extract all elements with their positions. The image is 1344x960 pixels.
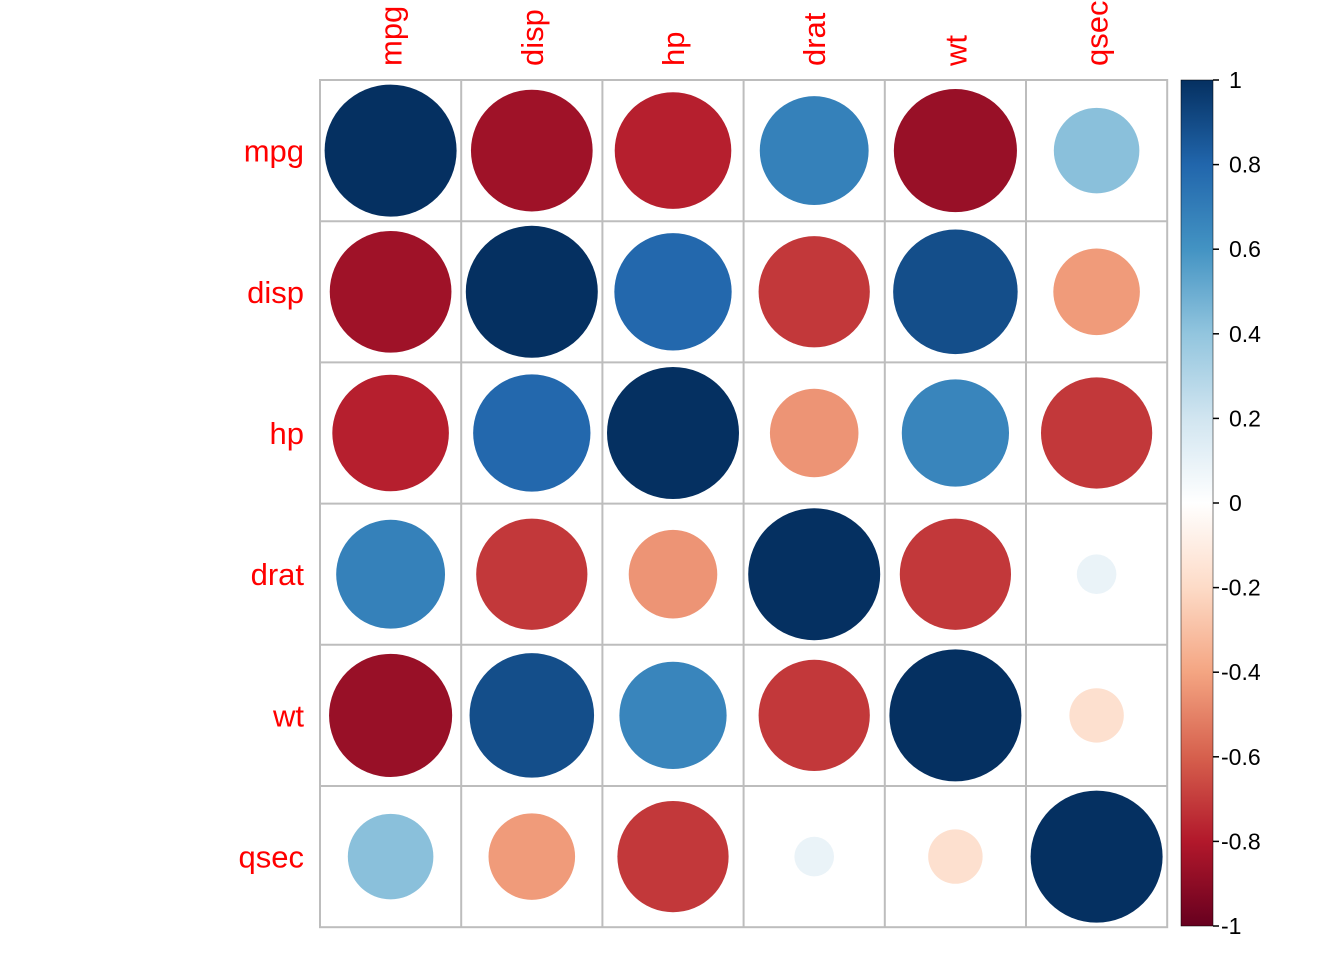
- corr-circle-hp-disp: [473, 374, 591, 492]
- col-label-mpg: mpg: [374, 6, 409, 66]
- corr-circle-hp-mpg: [332, 374, 449, 492]
- colorbar-tick-label: 0.8: [1229, 152, 1261, 178]
- corr-circle-drat-wt: [899, 518, 1012, 630]
- corr-circle-mpg-mpg: [324, 84, 457, 217]
- corr-circle-mpg-disp: [470, 89, 593, 212]
- corr-circle-disp-qsec: [1053, 248, 1140, 336]
- variable-labels: mpg disp hp drat wt qsec mpg disp hp drat wt qsec: [239, 1, 1115, 875]
- colorbar-tick-label: -0.8: [1221, 828, 1261, 854]
- colorbar-tick-label: 0.4: [1229, 321, 1261, 347]
- row-label-drat: drat: [251, 557, 305, 592]
- colorbar-tick-label: -0.4: [1221, 659, 1261, 685]
- colorbar-tick-label: -0.2: [1221, 575, 1261, 601]
- corr-circle-disp-mpg: [329, 230, 452, 353]
- colorbar-tick-label: 0.2: [1229, 405, 1261, 431]
- corr-circle-qsec-wt: [928, 829, 983, 884]
- colorbar-tick-label: 0: [1229, 490, 1242, 516]
- col-label-wt: wt: [938, 35, 973, 67]
- corr-circle-mpg-wt: [893, 89, 1017, 213]
- corr-circle-qsec-qsec: [1030, 790, 1163, 923]
- corr-circle-mpg-drat: [759, 96, 869, 206]
- corr-circle-wt-mpg: [329, 653, 453, 777]
- col-label-hp: hp: [656, 32, 691, 66]
- row-label-wt: wt: [272, 698, 304, 733]
- corr-circle-hp-wt: [901, 379, 1010, 487]
- corr-circle-disp-disp: [465, 225, 598, 358]
- row-label-disp: disp: [247, 275, 304, 310]
- corr-circle-disp-hp: [614, 233, 732, 351]
- corr-circle-drat-qsec: [1076, 554, 1117, 594]
- col-label-disp: disp: [515, 9, 550, 66]
- corr-circle-wt-disp: [469, 653, 595, 778]
- color-legend: 1 0.8 0.6 0.4 0.2 0 -0.2 -0.4 -0.6 -0.8 -1: [1180, 67, 1261, 939]
- corr-circle-qsec-disp: [488, 813, 576, 900]
- corr-circle-qsec-hp: [617, 800, 729, 913]
- corr-circle-wt-qsec: [1069, 688, 1124, 743]
- colorbar-tick-label: 1: [1229, 67, 1242, 93]
- corr-circle-mpg-hp: [614, 92, 732, 209]
- row-label-hp: hp: [270, 416, 304, 451]
- corr-circle-hp-drat: [769, 388, 859, 478]
- corr-circle-drat-disp: [476, 518, 588, 630]
- corr-circle-disp-drat: [758, 236, 870, 348]
- corr-circle-disp-wt: [893, 229, 1018, 355]
- corr-circle-wt-wt: [889, 649, 1022, 782]
- col-label-qsec: qsec: [1080, 1, 1115, 66]
- row-label-mpg: mpg: [244, 134, 304, 169]
- col-label-drat: drat: [797, 12, 832, 66]
- colorbar-gradient: [1180, 79, 1214, 927]
- correlation-cells: [319, 79, 1169, 929]
- corr-circle-hp-hp: [607, 367, 739, 499]
- corr-circle-wt-hp: [619, 661, 727, 770]
- corr-circle-drat-drat: [748, 508, 881, 641]
- colorbar-tick-label: 0.6: [1229, 236, 1261, 262]
- colorbar-tick-label: -0.6: [1221, 744, 1261, 770]
- row-label-qsec: qsec: [239, 840, 304, 875]
- corr-circle-qsec-mpg: [347, 813, 434, 900]
- corr-circle-wt-drat: [758, 659, 870, 772]
- corr-circle-mpg-qsec: [1053, 107, 1140, 194]
- corr-circle-hp-qsec: [1040, 377, 1153, 489]
- corr-circle-qsec-drat: [794, 836, 834, 877]
- corr-circle-drat-mpg: [336, 519, 446, 629]
- colorbar-tick-label: -1: [1221, 913, 1241, 939]
- corr-circle-drat-hp: [628, 529, 718, 619]
